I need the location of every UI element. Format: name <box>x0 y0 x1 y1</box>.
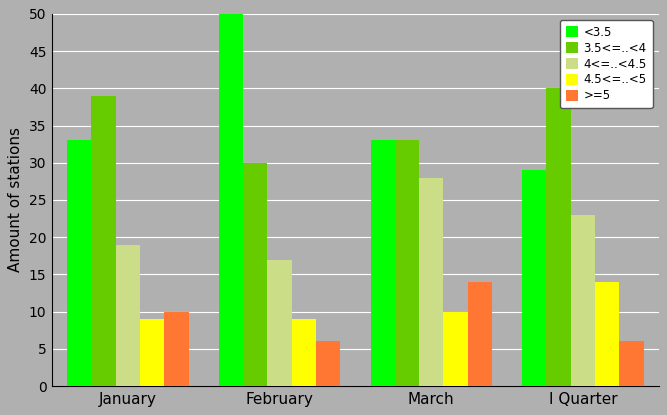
Bar <box>243 163 267 386</box>
Bar <box>116 245 140 386</box>
Bar <box>395 140 419 386</box>
Bar <box>419 178 444 386</box>
Bar <box>546 88 571 386</box>
Bar <box>371 140 395 386</box>
Bar <box>67 140 91 386</box>
Bar <box>291 319 316 386</box>
Bar <box>522 170 546 386</box>
Bar <box>444 312 468 386</box>
Bar <box>316 342 340 386</box>
Bar <box>219 14 243 386</box>
Bar <box>468 282 492 386</box>
Bar <box>619 342 644 386</box>
Y-axis label: Amount of stations: Amount of stations <box>8 127 23 273</box>
Legend: <3.5, 3.5<=..<4, 4<=..<4.5, 4.5<=..<5, >=5: <3.5, 3.5<=..<4, 4<=..<4.5, 4.5<=..<5, >… <box>560 20 653 108</box>
Bar <box>140 319 164 386</box>
Bar <box>571 215 595 386</box>
Bar <box>595 282 619 386</box>
Bar <box>164 312 189 386</box>
Bar <box>91 96 116 386</box>
Bar <box>267 259 291 386</box>
